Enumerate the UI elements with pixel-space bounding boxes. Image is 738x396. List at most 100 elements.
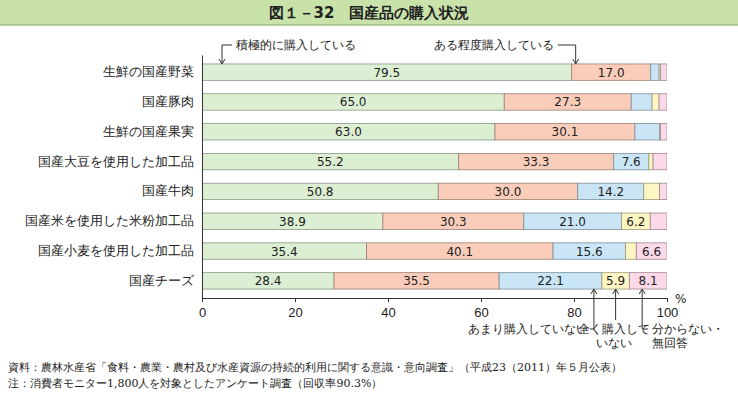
callout-line [222, 45, 223, 64]
x-tick: 80 [567, 298, 581, 320]
data-label: 50.8 [307, 185, 334, 199]
bar-segment [459, 153, 614, 169]
x-tick-mark [667, 298, 668, 302]
bar-segment [614, 153, 649, 169]
x-tick-mark [295, 298, 296, 302]
data-label: 30.3 [440, 215, 467, 229]
data-label: 35.4 [271, 245, 298, 259]
data-labels: 79.5 65.0 63.0 55.2 50.8 38.9 35.4 28.4 17.0 27.3… [255, 66, 662, 289]
data-label: 55.2 [317, 155, 344, 169]
bar-segment [660, 64, 667, 80]
data-label: 8.1 [639, 274, 658, 288]
x-tick: 0 [199, 298, 206, 320]
bar-segment [524, 213, 622, 229]
source-note: 注：消費者モニター1,800人を対象としたアンケート調査（回収率90.3%） [8, 377, 382, 390]
bar-segment [621, 213, 650, 229]
callout-line [642, 329, 648, 330]
category-label: 生鮮の国産野菜 [103, 64, 194, 79]
x-tick: 20 [288, 298, 302, 320]
bar-segment [653, 153, 667, 169]
x-axis-unit: % [675, 292, 686, 306]
y-tick: 国産牛肉 [142, 183, 202, 198]
y-tick: 国産豚肉 [142, 94, 202, 109]
y-axis: 生鮮の国産野菜国産豚肉生鮮の国産果実国産大豆を使用した加工品国産牛肉国産米を使用… [25, 56, 203, 299]
callout-line [615, 289, 616, 320]
category-label: 国産牛肉 [142, 183, 194, 198]
bar-segment [202, 183, 438, 199]
data-label: 28.4 [255, 274, 282, 288]
callout-line [222, 45, 232, 46]
bar-segment [553, 243, 626, 259]
bar-segment [626, 243, 637, 259]
bar-segment [202, 124, 495, 140]
data-label: 30.1 [552, 125, 579, 139]
x-axis-line [203, 299, 668, 303]
bar-segment [202, 273, 334, 289]
bar-segment [660, 124, 667, 140]
legend-label: 分からない・無回答 [652, 322, 724, 350]
bars [202, 64, 667, 289]
bar-segment [504, 94, 631, 110]
x-tick-mark [574, 298, 575, 302]
bar-segment [572, 64, 651, 80]
x-tick-label: 20 [288, 305, 302, 320]
bar-segment [202, 94, 504, 110]
legend-label: あまり購入していない [468, 322, 588, 336]
bar-segment [602, 273, 629, 289]
bar-segment [334, 273, 499, 289]
bar-segment [202, 64, 572, 80]
data-label: 17.0 [598, 66, 625, 80]
x-tick-label: 0 [199, 305, 206, 320]
source-note: 資料：農林水産省「食料・農業・農村及び水産資源の持続的利用に関する意識・意向調査… [8, 361, 622, 374]
title: 図１－32 国産品の購入状況 [269, 4, 470, 22]
bar-segment [383, 213, 524, 229]
bar-segment [644, 183, 660, 199]
y-tick: 国産チーズ [129, 273, 202, 288]
data-label: 27.3 [554, 95, 581, 109]
callout-arrow [591, 289, 597, 294]
bar-segment [649, 153, 653, 169]
bar-segment [202, 213, 383, 229]
y-tick: 国産大豆を使用した加工品 [38, 154, 202, 169]
data-label: 63.0 [335, 125, 362, 139]
y-tick: 国産米を使用した米粉加工品 [25, 213, 202, 228]
x-tick-mark [388, 298, 389, 302]
callout-line [642, 289, 643, 329]
data-label: 38.9 [279, 215, 306, 229]
bar-segment [202, 153, 459, 169]
x-tick-label: 100 [657, 305, 679, 320]
bar-segment [659, 94, 667, 110]
x-tick-label: 80 [567, 305, 581, 320]
x-tick-label: 60 [474, 305, 488, 320]
callout-line [558, 45, 576, 46]
legend-label: 積極的に購入している [236, 38, 356, 52]
chart: 図１－32 国産品の購入状況 79.5 65.0 63.0 55.2 50.8 38.9 35… [0, 0, 738, 396]
data-label: 65.0 [340, 95, 367, 109]
bar-segment [660, 183, 667, 199]
y-tick: 生鮮の国産野菜 [103, 64, 202, 79]
data-label: 7.6 [622, 155, 641, 169]
y-tick: 生鮮の国産果実 [103, 124, 202, 139]
bar-segment [651, 64, 659, 80]
title-rule [0, 25, 738, 26]
legend-label: ある程度購入している [434, 38, 554, 52]
y-axis-line [202, 56, 203, 299]
legend: 積極的に購入しているある程度購入しているあまり購入していない全く購入していない分… [219, 38, 724, 350]
data-label: 33.3 [523, 155, 550, 169]
bar-segment [652, 94, 659, 110]
data-label: 6.6 [642, 245, 661, 259]
data-label: 15.6 [576, 245, 603, 259]
data-label: 14.2 [597, 185, 624, 199]
category-label: 国産チーズ [129, 273, 195, 288]
data-label: 79.5 [373, 66, 400, 80]
x-axis: 0 20 40 60 80 100 [199, 298, 678, 320]
bar-segment [636, 243, 667, 259]
x-tick-mark [481, 298, 482, 302]
x-tick: 40 [381, 298, 395, 320]
callout-arrow [219, 59, 225, 64]
bar-segment [578, 183, 644, 199]
data-label: 35.5 [403, 274, 430, 288]
category-label: 国産小麦を使用した加工品 [38, 243, 194, 258]
bar-segment [629, 273, 667, 289]
callout-arrow [639, 289, 645, 294]
